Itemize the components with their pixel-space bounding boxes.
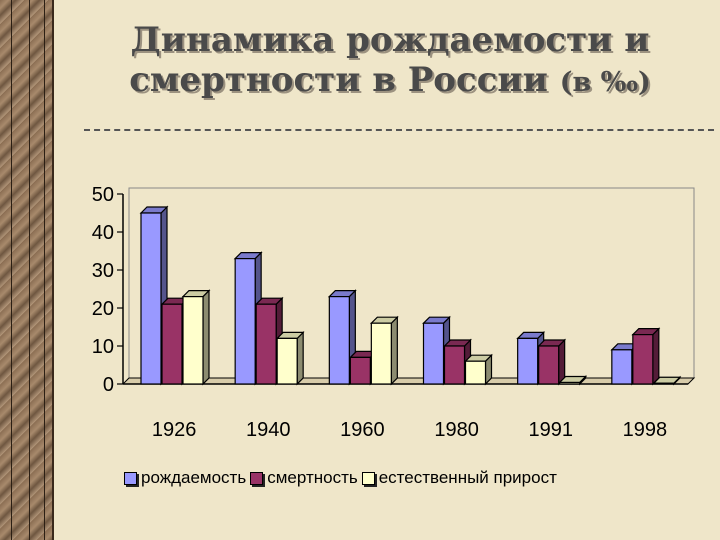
bar-2-1940 [276,337,298,385]
title-line-1: Динамика рождаемости и [130,20,650,60]
bar-0-1926 [140,212,162,385]
y-tick-label: 40 [92,222,114,244]
bar-1-1926 [161,303,183,385]
legend-item-growth: естественный прирост [361,468,557,488]
bar-1-1980 [443,345,466,385]
bar-1-1960 [349,356,371,385]
bar-0-1998 [611,349,633,385]
bar-0-1960 [328,296,350,385]
x-tick-label: 1940 [246,419,291,441]
bar-side [390,315,398,386]
decorative-side-strip [0,0,54,540]
legend-label-growth: естественный прирост [378,468,557,487]
bar-side [202,289,210,386]
y-tick-label: 10 [92,336,114,358]
legend-swatch-birth [124,471,137,485]
title-unit: (в ‰) [559,67,651,99]
y-tick-label: 30 [92,260,114,282]
x-tick-label: 1998 [623,419,668,441]
x-tick-label: 1991 [529,419,574,441]
bar-1-1998 [632,334,654,385]
bar-0-1980 [422,322,445,385]
x-tick-label: 1980 [434,419,479,441]
legend-label-death: смертность [267,468,358,487]
bar-side [558,338,566,386]
bar-side [296,330,304,386]
legend-label-birth: рождаемость [141,468,247,487]
bar-2-1960 [370,322,392,385]
bar-2-1991 [559,381,581,385]
title-line-2: смертности в России [129,60,548,101]
bar-2-1926 [182,296,204,385]
legend-swatch-growth [361,471,375,485]
bar-side [652,327,660,386]
legend-item-death: смертность [250,468,358,488]
chart-title: Динамика рождаемости и смертности в Росс… [70,20,710,100]
bar-0-1991 [517,337,539,385]
bar-2-1998 [653,382,675,385]
legend-item-birth: рождаемость [124,468,246,488]
legend-swatch-death [250,471,264,485]
bar-2-1980 [464,360,487,385]
bar-1-1940 [255,303,277,385]
title-divider [84,129,714,131]
bar-1-1991 [538,345,560,385]
x-tick-label: 1926 [152,419,197,441]
plot-back-wall [128,187,695,379]
y-tick-label: 0 [103,374,114,396]
y-tick-label: 50 [92,184,114,206]
y-tick-label: 20 [92,298,114,320]
x-tick-label: 1960 [340,419,385,441]
chart-legend: рождаемость смертность естественный прир… [124,468,557,488]
bar-0-1940 [234,258,256,385]
